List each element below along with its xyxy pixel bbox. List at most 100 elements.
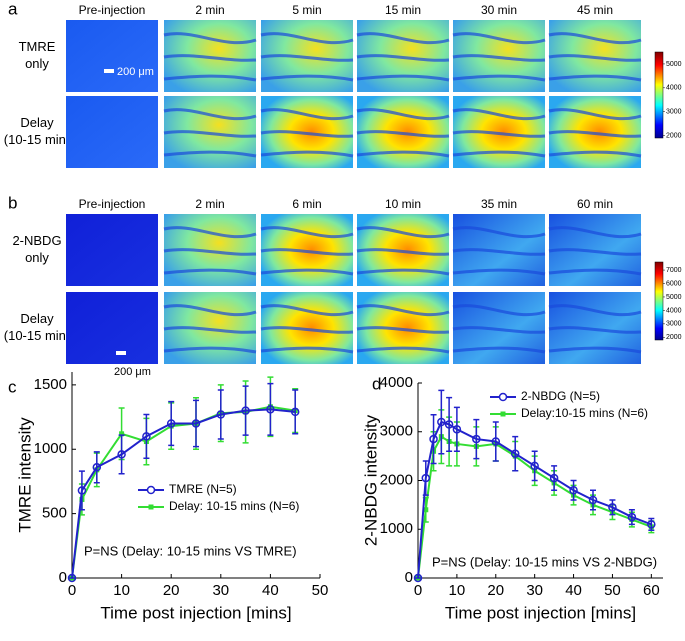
colorbar-tick-label: 5000	[666, 294, 682, 301]
row-label: 2-NBDG	[12, 233, 61, 248]
row-label: Delay	[20, 311, 54, 326]
marker	[421, 473, 431, 483]
colorbar-tick-label: 2000	[666, 132, 682, 139]
x-tick-label: 60	[643, 582, 660, 599]
x-tick-label: 30	[526, 582, 543, 599]
panel-label: a	[8, 0, 18, 18]
vessel	[260, 108, 354, 121]
vessel	[356, 226, 450, 239]
panel-label: c	[8, 377, 17, 396]
x-tick-label: 50	[604, 582, 621, 599]
marker	[437, 417, 446, 427]
y-tick-label: 500	[42, 505, 67, 522]
marker	[142, 432, 151, 441]
vessel	[452, 248, 546, 256]
vessel	[356, 248, 450, 256]
scale-bar	[116, 351, 126, 355]
vessel	[452, 32, 546, 45]
vessel	[356, 346, 450, 354]
column-header: Pre-injection	[79, 197, 146, 211]
marker	[569, 486, 578, 495]
vessel	[260, 74, 354, 82]
row-label: (10-15 min)	[4, 132, 70, 147]
vessel	[548, 226, 642, 239]
marker	[241, 406, 250, 415]
vessel	[356, 326, 450, 334]
vessel	[260, 268, 354, 276]
colorbar	[654, 261, 664, 341]
column-header: Pre-injection	[79, 3, 146, 17]
x-tick-label: 20	[163, 582, 180, 599]
y-tick-label: 3000	[380, 423, 413, 440]
column-header: 60 min	[577, 197, 613, 211]
vessel	[452, 226, 546, 239]
marker	[67, 573, 77, 583]
vessel	[163, 346, 257, 354]
annotation: P=NS (Delay: 10-15 mins VS 2-NBDG)	[432, 554, 657, 569]
vessel	[260, 150, 354, 158]
row-label: Delay	[20, 115, 54, 130]
vessel	[260, 248, 354, 256]
vessel	[452, 268, 546, 276]
column-header: 35 min	[481, 197, 517, 211]
legend-marker	[500, 411, 506, 417]
y-axis-label: 2-NBDG intensity	[361, 414, 380, 546]
vessel	[163, 54, 257, 62]
vessel	[548, 326, 642, 334]
column-header: 45 min	[577, 3, 613, 17]
vessel	[356, 54, 450, 62]
row-label: TMRE	[19, 39, 56, 54]
marker	[510, 449, 520, 458]
y-tick-label: 1000	[34, 440, 67, 457]
legend-label: Delay: 10-15 mins (N=6)	[169, 499, 299, 513]
row-label: only	[25, 250, 49, 265]
x-tick-label: 50	[312, 582, 329, 599]
legend-marker	[146, 485, 156, 495]
vessel	[452, 326, 546, 334]
vessel	[260, 326, 354, 334]
vessel	[163, 32, 257, 45]
marker	[608, 503, 617, 512]
image-tile	[66, 20, 158, 92]
vessel	[163, 150, 257, 158]
column-header: 2 min	[195, 3, 224, 17]
colorbar	[654, 51, 664, 139]
vessel	[260, 226, 354, 239]
vessel	[356, 130, 450, 138]
colorbar-tick-label: 3000	[666, 321, 682, 328]
colorbar-tick-label: 2000	[666, 334, 682, 341]
image-tile	[66, 214, 158, 286]
vessel	[356, 304, 450, 317]
x-tick-label: 10	[449, 582, 466, 599]
y-axis-label: TMRE intensity	[15, 417, 34, 533]
vessel	[356, 32, 450, 45]
vessel	[548, 54, 642, 62]
vessel	[163, 108, 257, 121]
vessel	[452, 54, 546, 62]
vessel	[548, 108, 642, 121]
vessel	[356, 150, 450, 158]
column-header: 30 min	[481, 3, 517, 17]
vessel	[356, 74, 450, 82]
scale-bar-label: 200 μm	[114, 366, 151, 378]
marker	[413, 573, 423, 583]
colorbar-tick-label: 6000	[666, 280, 682, 287]
column-header: 5 min	[292, 3, 321, 17]
vessel	[356, 268, 450, 276]
x-tick-label: 20	[487, 582, 504, 599]
vessel	[260, 130, 354, 138]
panel-label: b	[8, 193, 17, 212]
vessel	[548, 304, 642, 317]
x-axis-label: Time post injection [mins]	[100, 603, 291, 622]
series-line	[417, 435, 652, 579]
x-tick-label: 0	[68, 582, 76, 599]
vessel	[163, 304, 257, 317]
vessel	[548, 32, 642, 45]
vessel	[548, 130, 642, 138]
vessel	[452, 130, 546, 138]
row-label: (10-15 min)	[4, 328, 70, 343]
vessel	[548, 346, 642, 354]
marker	[472, 434, 481, 444]
legend-label: TMRE (N=5)	[169, 482, 237, 496]
